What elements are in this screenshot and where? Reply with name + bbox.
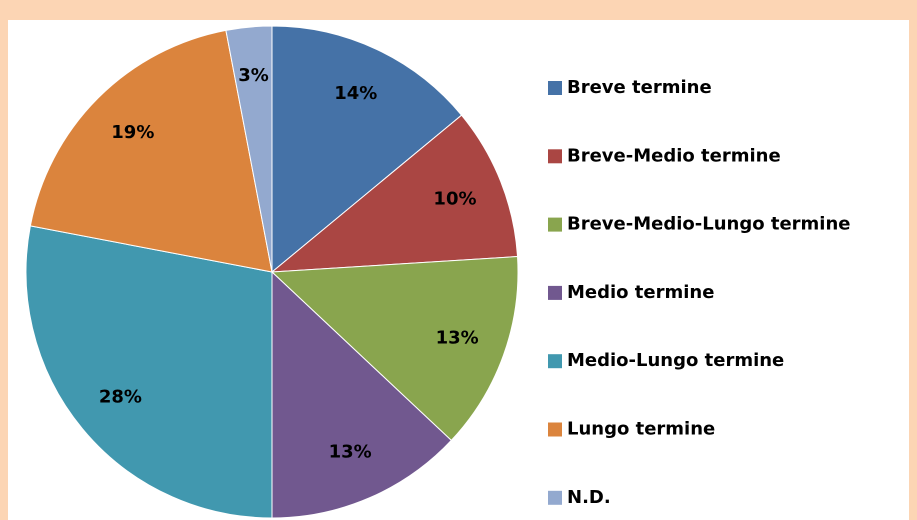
data-label: 3% [238,65,269,86]
data-label: 13% [436,328,479,349]
legend-label: N.D. [567,487,611,508]
pie-slice [271,270,453,519]
pie-slice [25,225,273,519]
legend-swatch [548,149,562,164]
data-label: 28% [99,386,142,407]
data-label: 10% [433,189,476,210]
legend-label: Breve-Medio-Lungo termine [567,214,850,235]
pie-slice [270,114,519,273]
legend-swatch [548,354,562,369]
legend-label: Breve-Medio termine [567,145,781,166]
legend-label: Medio termine [567,282,714,303]
data-label: 19% [111,122,154,143]
legend-swatch [548,285,562,300]
legend-swatch [548,490,562,505]
legend-label: Breve termine [567,77,712,98]
legend-swatch [548,81,562,95]
pie-slice [270,256,519,442]
legend-swatch [548,422,562,437]
legend-label: Lungo termine [567,419,715,440]
pie-slice [225,25,273,273]
legend-label: Medio-Lungo termine [567,350,784,371]
pie-slice [29,29,273,273]
legend-swatch [548,217,562,232]
data-label: 14% [334,83,377,104]
pie-slice [271,25,463,274]
data-label: 13% [329,442,372,463]
